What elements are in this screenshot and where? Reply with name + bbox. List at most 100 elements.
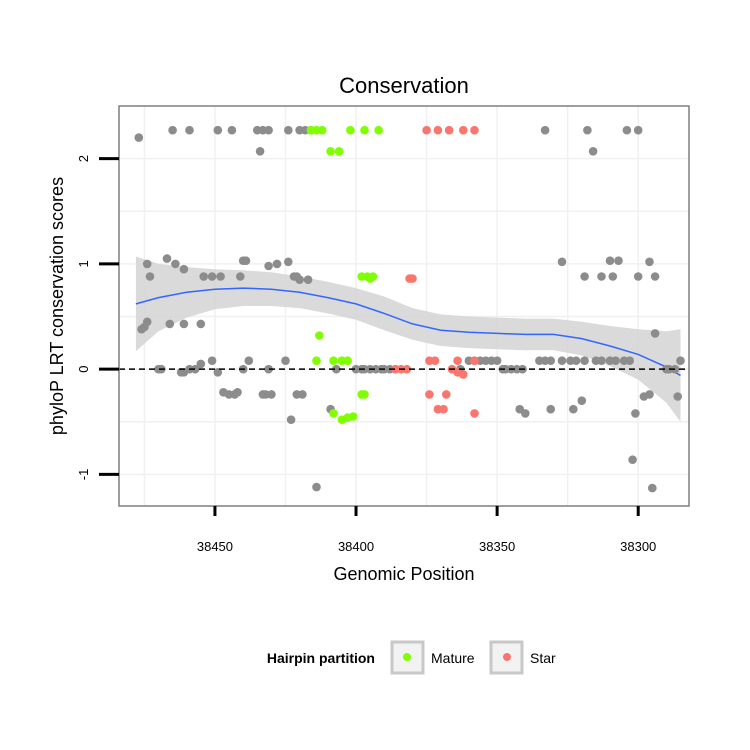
point-star: [453, 356, 462, 366]
point-star: [470, 409, 479, 418]
point-mature: [357, 390, 367, 399]
point-mature: [329, 356, 338, 366]
x-tick-label: 38450: [197, 539, 233, 554]
point-other: [569, 404, 578, 414]
point-other: [216, 272, 225, 281]
point-other: [168, 125, 177, 135]
point-other: [179, 319, 189, 329]
point-other: [213, 368, 223, 377]
point-other: [557, 356, 567, 366]
point-other: [645, 390, 654, 399]
point-other: [650, 272, 660, 281]
point-star: [425, 390, 434, 399]
point-other: [244, 356, 254, 366]
point-other: [190, 364, 200, 374]
point-star: [439, 404, 448, 414]
point-other: [267, 390, 276, 399]
point-other: [241, 256, 251, 266]
point-other: [165, 319, 175, 329]
point-other: [179, 264, 189, 274]
point-other: [614, 256, 623, 266]
point-other: [272, 259, 282, 269]
point-other: [145, 272, 155, 281]
point-other: [162, 254, 172, 263]
point-mature: [329, 409, 338, 418]
point-other: [650, 329, 660, 338]
point-other: [521, 409, 530, 418]
point-other: [142, 317, 152, 327]
point-star: [433, 125, 443, 135]
point-mature: [343, 356, 352, 366]
point-other: [571, 356, 581, 366]
point-other: [332, 364, 341, 374]
point-mature: [374, 125, 383, 135]
point-star: [470, 356, 479, 366]
point-other: [622, 125, 632, 135]
point-star: [470, 125, 479, 135]
point-other: [298, 390, 307, 399]
point-mature: [360, 125, 369, 135]
point-other: [605, 256, 615, 266]
point-other: [540, 125, 550, 135]
point-other: [583, 125, 592, 135]
point-other: [676, 356, 685, 366]
y-tick-label: -1: [76, 469, 91, 481]
point-other: [492, 356, 502, 366]
point-other: [171, 259, 180, 269]
legend-label-mature: Mature: [431, 650, 475, 666]
point-other: [597, 356, 606, 366]
smooth-line: [135, 287, 681, 377]
point-other: [588, 147, 598, 156]
confidence-band: [135, 256, 681, 422]
point-other: [134, 133, 144, 142]
point-other: [185, 125, 194, 135]
point-mature: [348, 412, 358, 421]
point-star: [430, 356, 440, 366]
point-other: [227, 125, 237, 135]
point-other: [207, 272, 217, 281]
point-other: [628, 455, 637, 465]
point-other: [236, 272, 245, 281]
point-other: [213, 125, 223, 135]
point-other: [255, 147, 265, 156]
point-other: [631, 409, 640, 418]
point-other: [633, 272, 643, 281]
point-other: [580, 272, 589, 281]
point-other: [281, 356, 290, 366]
point-other: [284, 125, 293, 135]
point-mature: [334, 147, 344, 156]
x-axis-title: Genomic Position: [333, 564, 474, 584]
point-other: [199, 272, 208, 281]
x-axis: 38450 38400 38350 38300: [197, 506, 656, 554]
panel-border: [118, 105, 690, 507]
point-other: [648, 483, 657, 493]
point-other: [312, 482, 321, 492]
point-other: [233, 388, 242, 397]
x-tick-label: 38300: [620, 539, 656, 554]
x-tick-label: 38400: [338, 539, 374, 554]
point-other: [611, 356, 620, 366]
point-mature: [326, 147, 335, 156]
point-star: [422, 125, 431, 135]
y-tick-label: 2: [76, 155, 91, 162]
point-other: [557, 257, 567, 267]
point-other: [196, 359, 206, 369]
legend-title: Hairpin partition: [267, 650, 375, 666]
point-star: [442, 390, 451, 399]
point-other: [207, 356, 217, 366]
point-star: [459, 370, 468, 379]
point-other: [608, 272, 618, 281]
point-mature: [368, 272, 378, 281]
point-other: [577, 396, 587, 406]
legend: Hairpin partition Mature Star: [267, 640, 556, 675]
point-other: [284, 257, 293, 267]
point-other: [264, 125, 273, 135]
point-other: [645, 257, 654, 267]
point-star: [444, 125, 454, 135]
point-other: [580, 356, 589, 366]
y-tick-label: 0: [76, 366, 91, 373]
point-other: [673, 392, 682, 401]
point-mature: [315, 331, 324, 340]
point-star: [459, 125, 468, 135]
